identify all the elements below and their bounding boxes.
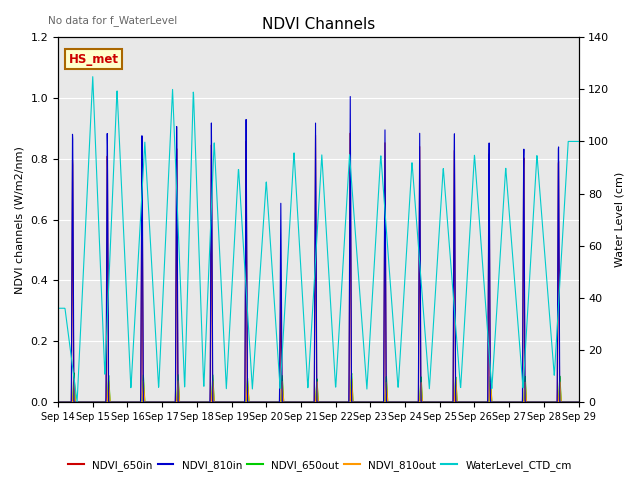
Text: HS_met: HS_met (68, 53, 118, 66)
Text: No data for f_WaterLevel: No data for f_WaterLevel (47, 15, 177, 26)
Y-axis label: NDVI channels (W/m2/nm): NDVI channels (W/m2/nm) (15, 146, 25, 294)
Y-axis label: Water Level (cm): Water Level (cm) (615, 172, 625, 267)
Legend: NDVI_650in, NDVI_810in, NDVI_650out, NDVI_810out, WaterLevel_CTD_cm: NDVI_650in, NDVI_810in, NDVI_650out, NDV… (64, 456, 576, 475)
Title: NDVI Channels: NDVI Channels (262, 17, 375, 32)
